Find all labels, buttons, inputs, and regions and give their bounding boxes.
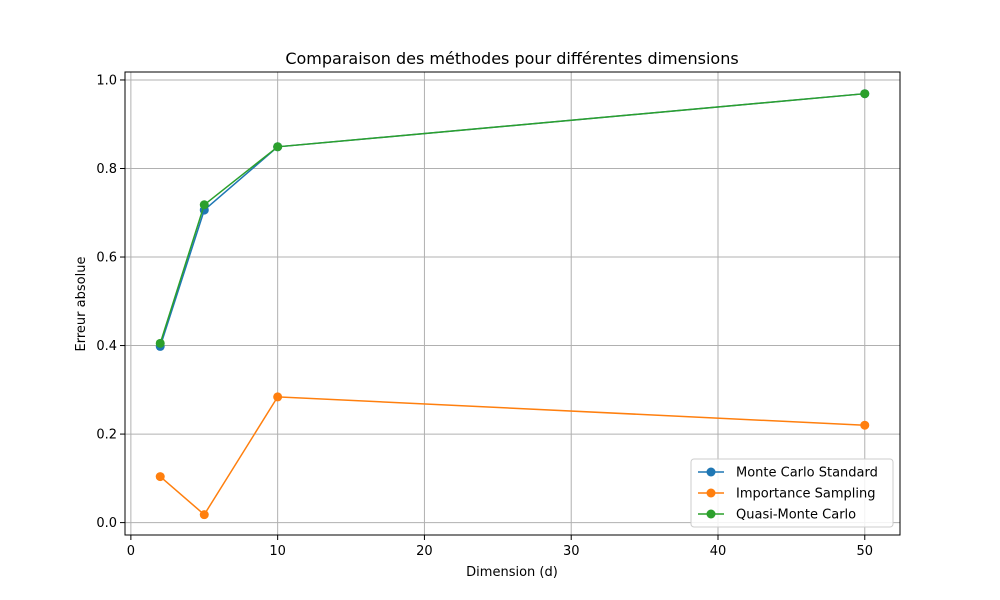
legend-label: Quasi-Monte Carlo bbox=[736, 508, 856, 523]
x-tick-label: 10 bbox=[269, 544, 286, 559]
data-point bbox=[199, 510, 209, 520]
data-point bbox=[199, 200, 209, 210]
data-point bbox=[273, 392, 283, 402]
legend-marker bbox=[706, 509, 716, 519]
data-point bbox=[155, 338, 165, 348]
x-axis: 0 10 20 30 40 50 bbox=[127, 535, 873, 559]
series-layer bbox=[155, 89, 870, 520]
legend-item: Monte Carlo Standard bbox=[698, 466, 878, 481]
legend-label: Importance Sampling bbox=[736, 487, 875, 502]
data-point bbox=[155, 472, 165, 482]
x-tick-label: 20 bbox=[416, 544, 433, 559]
chart-title: Comparaison des méthodes pour différente… bbox=[285, 49, 738, 68]
series-quasi-monte-carlo bbox=[155, 89, 870, 348]
series-importance-sampling bbox=[155, 392, 870, 520]
legend-item: Quasi-Monte Carlo bbox=[698, 508, 856, 523]
x-tick-label: 0 bbox=[127, 544, 135, 559]
y-tick-label: 0.2 bbox=[96, 428, 117, 443]
y-axis: 0.0 0.2 0.4 0.6 0.8 1.0 bbox=[96, 73, 125, 531]
y-tick-label: 0.0 bbox=[96, 516, 117, 531]
x-tick-label: 40 bbox=[710, 544, 727, 559]
legend-marker bbox=[706, 467, 716, 477]
data-point bbox=[273, 142, 283, 152]
series-line bbox=[159, 396, 865, 516]
grid bbox=[125, 72, 900, 535]
series-line bbox=[159, 92, 865, 347]
x-tick-label: 30 bbox=[563, 544, 580, 559]
data-point bbox=[860, 89, 870, 99]
legend: Monte Carlo Standard Importance Sampling Q… bbox=[690, 458, 894, 528]
series-monte-carlo-standard bbox=[155, 89, 870, 351]
x-tick-label: 50 bbox=[856, 544, 873, 559]
y-tick-label: 0.4 bbox=[96, 339, 117, 354]
y-tick-label: 0.8 bbox=[96, 162, 117, 177]
y-axis-label: Erreur absolue bbox=[74, 257, 89, 352]
legend-item: Importance Sampling bbox=[698, 487, 875, 502]
legend-marker bbox=[706, 488, 716, 498]
x-axis-label: Dimension (d) bbox=[466, 565, 558, 580]
plot-frame bbox=[124, 71, 901, 536]
data-point bbox=[860, 420, 870, 430]
series-line bbox=[159, 92, 865, 344]
legend-label: Monte Carlo Standard bbox=[736, 466, 878, 481]
legend-box bbox=[690, 458, 894, 528]
y-tick-label: 1.0 bbox=[96, 73, 117, 88]
y-tick-label: 0.6 bbox=[96, 251, 117, 266]
